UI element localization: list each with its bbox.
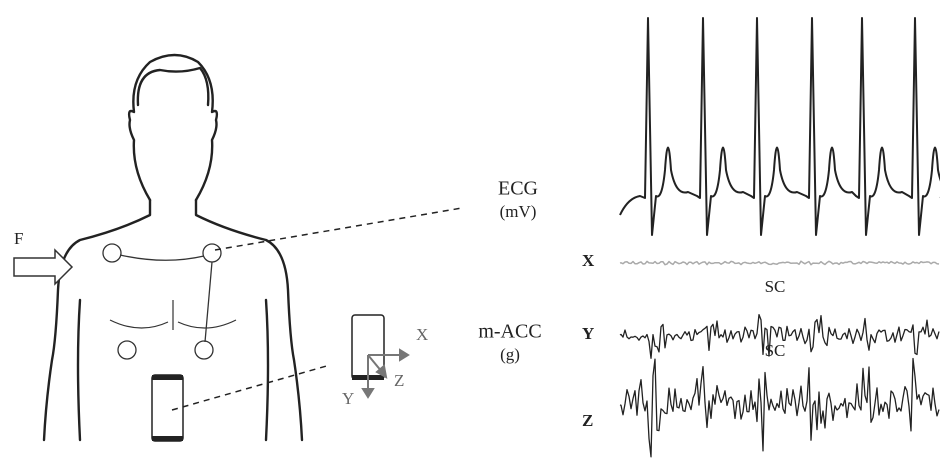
axis-x-label: X [416, 325, 428, 344]
axis-y-label: Y [342, 389, 354, 408]
acc-unit: (g) [500, 345, 520, 364]
dashed-line-ecg [214, 207, 463, 251]
phone-chest [151, 374, 184, 442]
channel-label: Z [582, 411, 593, 430]
axis-z-label: Z [394, 371, 404, 390]
force-arrow [13, 248, 74, 286]
body-outline [42, 53, 304, 442]
ecg-label: ECG [498, 178, 538, 200]
acc-y-trace [619, 313, 940, 359]
acc-label: m-ACC [478, 321, 541, 343]
channel-label: X [582, 251, 595, 270]
channel-label: Y [582, 324, 594, 343]
electrodes [102, 243, 222, 360]
ecg-unit: (mV) [500, 202, 537, 221]
ecg-trace [619, 17, 940, 236]
phone-axes [351, 314, 410, 399]
force-label: F [14, 229, 23, 248]
dashed-line-acc [171, 364, 331, 411]
annotation: SC [765, 277, 786, 296]
acc-z-trace [619, 357, 940, 458]
acc-x-trace [619, 260, 940, 266]
